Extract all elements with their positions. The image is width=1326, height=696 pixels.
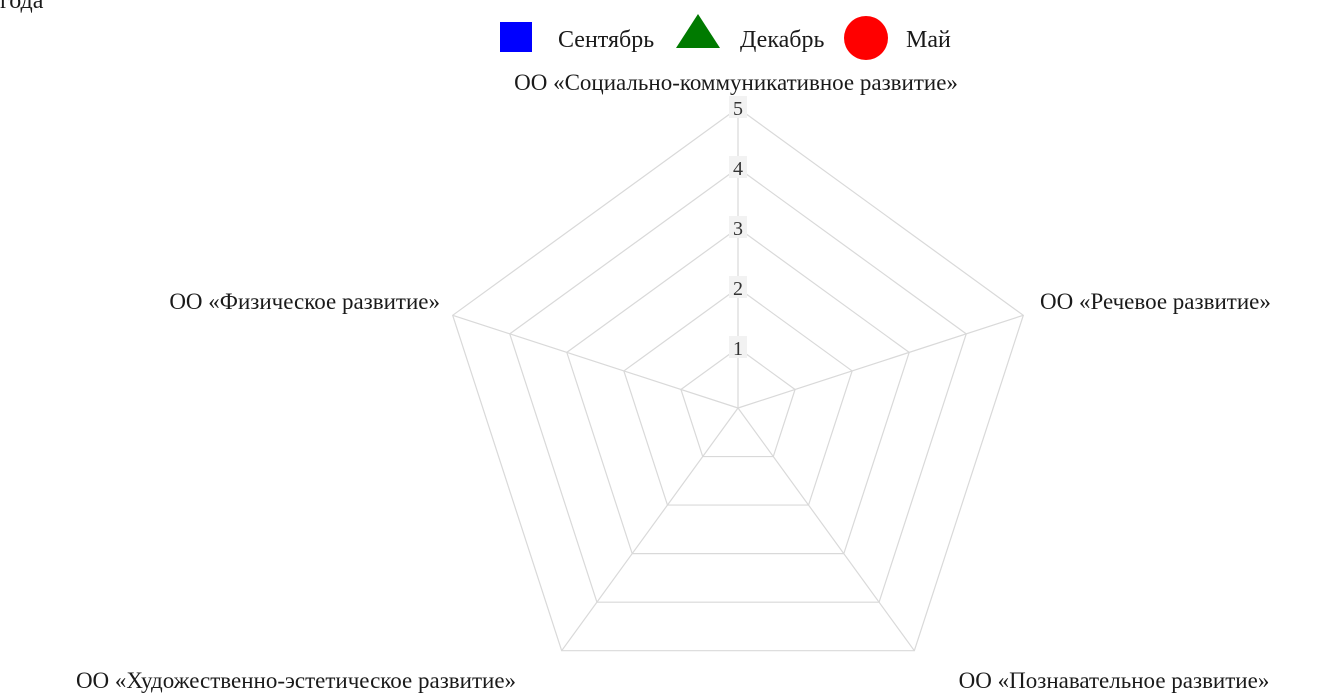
grid-ring-5 (451, 107, 1025, 652)
axis-label-1: ОО «Социально-коммуникативное развитие» (514, 70, 958, 95)
axis-label-3: ОО «Познавательное развитие» (959, 668, 1270, 693)
legend-marker-may (844, 16, 888, 60)
tick-label: 5 (733, 98, 743, 120)
axis-labels: ОО «Социально-коммуникативное развитие» О… (76, 70, 1271, 693)
grid-ring-2 (623, 287, 853, 506)
tick-label: 3 (733, 218, 743, 240)
tick-label-bg (729, 336, 747, 358)
axis-label-4: ОО «Художественно-эстетическое развитие» (76, 668, 516, 693)
grid-spoke-5 (452, 314, 739, 409)
legend-marker-september (500, 22, 532, 52)
legend-label-december: Декабрь (740, 27, 824, 53)
grid-ring-4 (509, 167, 967, 603)
header-fragment: года (0, 0, 44, 14)
grid-ring-3 (566, 227, 910, 555)
legend-label-may: Май (906, 27, 951, 53)
legend: Сентябрь Декабрь Май (500, 14, 951, 60)
grid-spoke-2 (737, 314, 1024, 409)
legend-marker-december (676, 14, 720, 48)
tick-label-bg (729, 96, 747, 118)
tick-label: 4 (733, 158, 743, 180)
axis-label-5: ОО «Физическое развитие» (169, 289, 440, 314)
grid-spoke-3 (737, 407, 915, 652)
tick-label-bg (729, 276, 747, 298)
radial-ticks: 1 2 3 4 5 (729, 96, 747, 360)
tick-label: 1 (733, 338, 743, 360)
radar-grid (451, 107, 1025, 652)
legend-label-september: Сентябрь (558, 27, 654, 53)
grid-ring-1 (680, 347, 796, 458)
tick-label-bg (729, 216, 747, 238)
tick-label-bg (729, 156, 747, 178)
axis-label-2: ОО «Речевое развитие» (1040, 289, 1271, 314)
tick-label: 2 (733, 278, 743, 300)
grid-spoke-4 (561, 407, 739, 652)
